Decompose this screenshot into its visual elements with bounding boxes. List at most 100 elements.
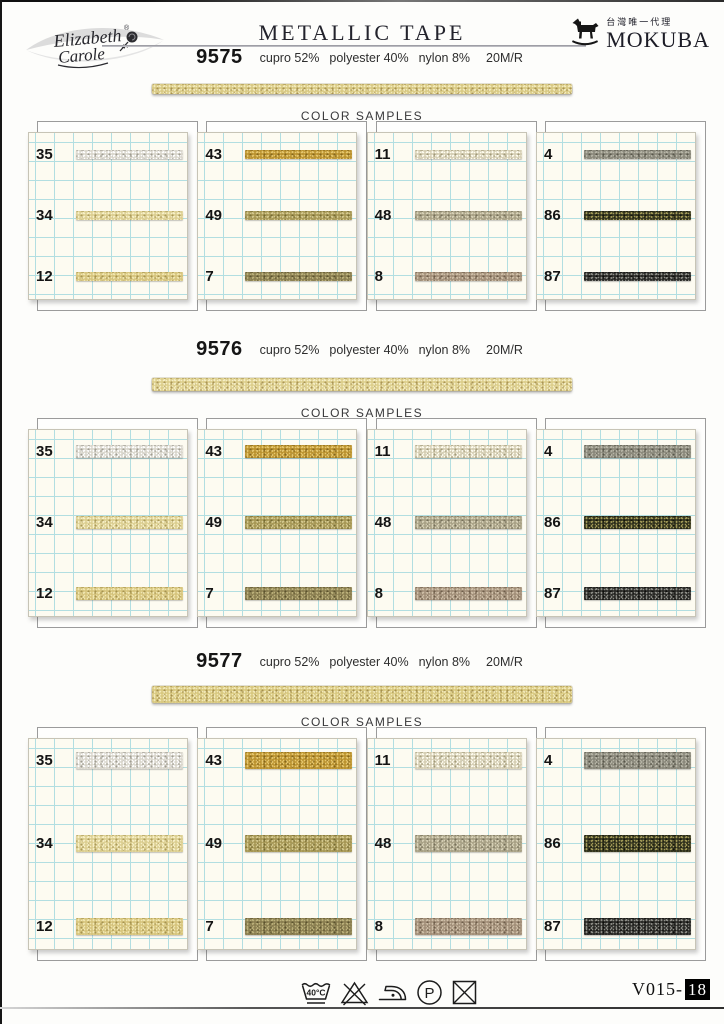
tape-color-swatch xyxy=(76,587,183,600)
color-number: 4 xyxy=(543,443,553,460)
tape-color-swatch xyxy=(414,587,522,600)
color-number: 86 xyxy=(543,514,561,531)
color-sample-card: 43 49 7 xyxy=(197,418,368,628)
color-number: 34 xyxy=(36,835,53,852)
color-number: 8 xyxy=(374,918,383,935)
tape-color-swatch xyxy=(76,516,183,529)
tape-color-swatch xyxy=(76,752,183,769)
page-number-badge: 18 xyxy=(685,979,710,1000)
dry-clean-label: P xyxy=(424,985,434,1002)
tape-color-swatch xyxy=(583,752,691,769)
color-sample-card-row: 35 34 12 43 49 7 11 48 8 4 86 87 xyxy=(0,121,724,311)
color-sample-row: 7 xyxy=(198,268,356,285)
put-up-length: 20M/R xyxy=(486,343,523,357)
composition-nylon: nylon 8% xyxy=(418,655,471,669)
color-number: 34 xyxy=(36,207,53,224)
tape-color-swatch xyxy=(583,918,691,935)
color-sample-row: 11 xyxy=(368,752,526,769)
color-sample-row: 43 xyxy=(198,443,356,460)
composition-polyester: polyester 40% xyxy=(329,655,409,669)
tape-color-swatch xyxy=(245,211,353,220)
color-sample-row: 34 xyxy=(29,835,187,852)
tape-sample-strip xyxy=(152,686,572,703)
tape-color-swatch xyxy=(414,835,522,852)
color-number: 7 xyxy=(205,268,214,285)
color-number: 12 xyxy=(36,268,53,285)
tape-color-swatch xyxy=(76,445,183,458)
tape-color-swatch xyxy=(76,272,183,281)
tape-color-swatch xyxy=(245,516,353,529)
composition-cupro: cupro 52% xyxy=(259,343,320,357)
color-number: 8 xyxy=(374,268,383,285)
footer: 40°C P V015- 18 xyxy=(0,977,724,1009)
tape-color-swatch xyxy=(583,516,691,529)
scan-edge-top xyxy=(0,0,724,2)
distributor-tagline: 台灣唯一代理 xyxy=(606,17,673,27)
color-sample-row: 48 xyxy=(368,835,526,852)
scan-edge-left xyxy=(0,0,2,1024)
color-sample-row: 7 xyxy=(198,918,356,935)
tape-color-swatch xyxy=(245,587,353,600)
color-number: 11 xyxy=(374,146,391,163)
color-sample-card: 43 49 7 xyxy=(197,121,368,311)
color-number: 86 xyxy=(543,207,561,224)
rocking-horse-icon xyxy=(572,18,599,46)
color-number: 12 xyxy=(36,918,53,935)
color-number: 35 xyxy=(36,752,53,769)
tape-color-swatch xyxy=(583,150,691,159)
tape-color-swatch xyxy=(76,835,183,852)
wash-40-icon: 40°C xyxy=(301,982,331,1004)
color-number: 43 xyxy=(205,752,223,769)
color-sample-row: 87 xyxy=(537,268,695,285)
product-header: 9576 cupro 52% polyester 40% nylon 8% 20M/R xyxy=(0,338,724,361)
color-number: 11 xyxy=(374,752,391,769)
color-number: 4 xyxy=(543,752,553,769)
color-sample-row: 86 xyxy=(537,835,695,852)
color-number: 34 xyxy=(36,514,53,531)
color-samples-label: COLOR SAMPLES xyxy=(300,406,424,420)
tape-color-swatch xyxy=(583,835,691,852)
color-samples-label: COLOR SAMPLES xyxy=(300,109,424,123)
color-sample-row: 35 xyxy=(29,752,187,769)
color-sample-row: 49 xyxy=(198,207,356,224)
color-sample-row: 86 xyxy=(537,514,695,531)
graph-paper-card: 43 49 7 xyxy=(197,738,358,950)
care-symbols: 40°C P xyxy=(299,978,479,1007)
color-number: 49 xyxy=(205,514,223,531)
wash-temp-label: 40°C xyxy=(307,988,326,998)
product-header: 9575 cupro 52% polyester 40% nylon 8% 20M/R xyxy=(0,46,724,69)
graph-paper-card: 35 34 12 xyxy=(28,738,188,950)
color-sample-card: 35 34 12 xyxy=(28,418,198,628)
tape-color-swatch xyxy=(76,150,183,159)
color-sample-row: 35 xyxy=(29,443,187,460)
tape-color-swatch xyxy=(245,835,353,852)
color-number: 49 xyxy=(205,835,223,852)
color-number: 7 xyxy=(205,918,214,935)
color-sample-card: 11 48 8 xyxy=(366,727,537,961)
title-rule xyxy=(102,45,586,47)
composition-nylon: nylon 8% xyxy=(418,51,471,65)
color-number: 7 xyxy=(205,585,214,602)
color-sample-card: 4 86 87 xyxy=(535,121,706,311)
color-sample-row: 34 xyxy=(29,207,187,224)
color-sample-row: 48 xyxy=(368,207,526,224)
tape-color-swatch xyxy=(414,150,522,159)
mokuba-logo: 台灣唯一代理 MOKUBA xyxy=(569,15,710,51)
tape-color-swatch xyxy=(245,445,353,458)
color-sample-row: 8 xyxy=(368,268,526,285)
tape-color-swatch xyxy=(245,752,353,769)
color-number: 8 xyxy=(374,585,383,602)
color-number: 87 xyxy=(543,585,561,602)
color-sample-row: 86 xyxy=(537,207,695,224)
color-number: 35 xyxy=(36,443,53,460)
page-code: V015- 18 xyxy=(632,979,710,1000)
put-up-length: 20M/R xyxy=(486,655,523,669)
tape-color-swatch xyxy=(583,272,691,281)
tape-sample-strip xyxy=(152,84,572,94)
tape-color-swatch xyxy=(76,918,183,935)
color-number: 48 xyxy=(374,207,392,224)
iron-low-icon xyxy=(378,985,407,1001)
color-number: 43 xyxy=(205,443,223,460)
composition-cupro: cupro 52% xyxy=(259,51,320,65)
